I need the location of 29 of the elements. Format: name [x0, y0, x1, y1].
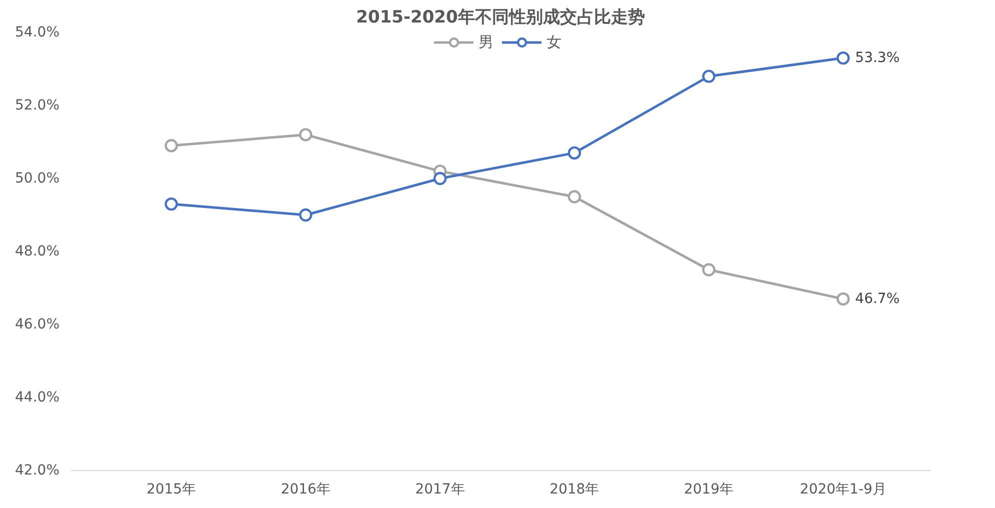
chart-title: 2015-2020年不同性别成交占比走势 — [356, 8, 645, 28]
point — [836, 292, 850, 306]
point — [836, 51, 850, 65]
point — [568, 190, 582, 204]
y-tick-label: 48.0% — [15, 244, 60, 260]
y-tick-label: 44.0% — [15, 390, 60, 406]
point — [299, 128, 312, 142]
y-tick-label: 52.0% — [15, 98, 60, 114]
x-tick-label: 2015年 — [146, 482, 196, 498]
y-tick-label: 42.0% — [15, 462, 60, 478]
data-label: 46.7% — [855, 290, 900, 307]
point — [702, 70, 716, 83]
point — [299, 208, 312, 222]
x-tick-label: 2019年 — [684, 482, 734, 498]
legend-label: 女 — [546, 32, 562, 52]
point — [433, 172, 447, 186]
y-tick-label: 50.0% — [15, 170, 60, 186]
point — [568, 146, 582, 160]
x-tick-label: 2020年1-9月 — [800, 482, 886, 498]
y-tick-label: 54.0% — [15, 24, 60, 40]
x-tick-label: 2016年 — [280, 482, 330, 498]
x-tick-label: 2018年 — [550, 482, 600, 498]
data-label: 53.3% — [855, 50, 900, 66]
point — [702, 263, 716, 276]
point — [164, 197, 178, 211]
x-tick-label: 2017年 — [415, 482, 465, 498]
point — [164, 139, 178, 152]
y-tick-label: 46.0% — [15, 316, 60, 332]
legend-label: 男 — [478, 32, 494, 52]
